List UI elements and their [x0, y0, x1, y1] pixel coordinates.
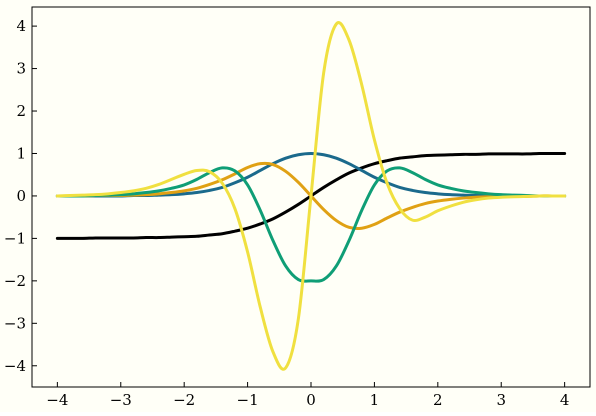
x-tick-label: 4 [560, 391, 570, 409]
y-tick-label: 4 [16, 17, 26, 35]
series-line-5 [55, 21, 567, 371]
x-tick-label: 1 [370, 391, 380, 409]
y-tick-label: 1 [16, 144, 26, 162]
y-tick-label: 3 [16, 60, 26, 78]
y-tick-label: −3 [4, 314, 26, 332]
y-tick-label: 2 [16, 102, 26, 120]
x-tick-label: 2 [433, 391, 443, 409]
y-tick-label: 0 [16, 187, 26, 205]
x-tick-label: −3 [110, 391, 132, 409]
plot-frame [31, 6, 591, 388]
x-tick-label: −1 [237, 391, 259, 409]
x-tick-label: 3 [496, 391, 506, 409]
series-line-4 [55, 166, 567, 283]
x-tick-label: −4 [46, 391, 68, 409]
axes-layer: −4 −3 −2 −1 0 1 2 3 4 −4 −3 −2 −1 0 1 2 3 4 [4, 17, 570, 409]
y-tick-label: −1 [4, 229, 26, 247]
series-layer [55, 21, 567, 371]
x-tick-label: 0 [306, 391, 316, 409]
y-tick-label: −2 [4, 272, 26, 290]
y-tick-label: −4 [4, 357, 26, 375]
x-tick-label: −2 [173, 391, 195, 409]
